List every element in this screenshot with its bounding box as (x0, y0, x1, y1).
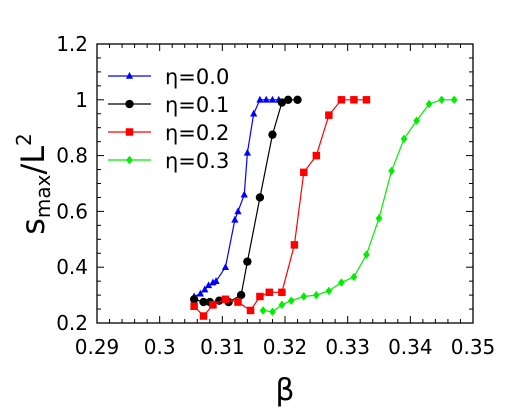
data-point (300, 168, 308, 177)
data-point (278, 288, 286, 297)
legend-label: η=0.0 (165, 65, 229, 89)
series-0 (190, 95, 283, 300)
data-point (312, 290, 320, 300)
data-point (269, 307, 276, 317)
data-point (293, 95, 302, 104)
data-point (209, 301, 217, 309)
data-point (278, 300, 286, 310)
data-point (204, 281, 213, 289)
data-point (438, 95, 446, 104)
data-point (350, 96, 358, 104)
y-axis-label-sub: max (31, 174, 55, 218)
data-point (256, 292, 264, 301)
y-axis-label-mid: /L (14, 146, 52, 175)
legend-marker (125, 72, 134, 79)
legend: η=0.0 η=0.1 η=0.2 η=0.3 (108, 65, 229, 173)
y-tick-label: 0.2 (56, 311, 88, 335)
y-tick-label: 0.4 (56, 255, 88, 279)
data-point (199, 297, 208, 307)
data-point (250, 109, 258, 117)
tick-labels: 0.29 0.3 0.31 0.32 0.33 0.34 0.35 0.2 0.4 0.6 0.8 1… (56, 32, 495, 359)
data-point (363, 250, 370, 259)
y-tick-label: 0.8 (56, 144, 88, 168)
data-point (425, 99, 433, 109)
data-point (413, 116, 420, 125)
series-2 (190, 96, 371, 320)
data-point (234, 298, 242, 306)
data-point (265, 288, 274, 297)
x-tick-label: 0.3 (144, 335, 176, 359)
data-point (337, 96, 346, 104)
series-layer (189, 95, 458, 320)
data-point (221, 263, 230, 270)
data-point (290, 241, 299, 249)
data-point (231, 215, 239, 223)
data-point (312, 151, 321, 160)
data-point (362, 96, 371, 104)
data-point (201, 285, 209, 293)
data-point (277, 98, 287, 107)
y-axis-label-sup: 2 (12, 133, 36, 146)
data-point (300, 292, 308, 301)
data-point (287, 296, 295, 305)
data-point (221, 295, 230, 304)
legend-label: η=0.1 (165, 93, 229, 117)
data-point (246, 306, 255, 315)
legend-entry: η=0.0 (108, 65, 229, 89)
data-point (338, 278, 345, 287)
data-point (240, 190, 248, 198)
x-axis-label: β (275, 373, 294, 408)
legend-label: η=0.2 (165, 121, 229, 145)
data-point (199, 312, 208, 320)
data-point (243, 257, 252, 266)
data-point (234, 207, 242, 215)
data-point (189, 295, 199, 304)
data-point (256, 95, 264, 103)
series-line (193, 99, 367, 317)
data-point (212, 277, 220, 284)
legend-marker (125, 128, 134, 136)
data-point (388, 166, 395, 176)
data-point (262, 95, 270, 103)
data-point (325, 111, 333, 119)
axis-ticks (96, 43, 474, 324)
data-point (255, 193, 265, 202)
y-tick-label: 1.2 (56, 32, 88, 56)
svg-text:smax/L2: smax/L2 (12, 133, 55, 235)
x-tick-label: 0.31 (200, 335, 245, 359)
series-1 (189, 95, 302, 307)
data-point (259, 306, 267, 315)
data-point (350, 272, 358, 282)
series-line (262, 99, 455, 313)
y-tick-label: 1 (75, 88, 88, 112)
legend-label: η=0.3 (165, 149, 229, 173)
data-point (375, 214, 383, 223)
data-point (196, 289, 204, 297)
y-tick-label: 0.6 (56, 199, 88, 223)
x-tick-label: 0.29 (75, 335, 120, 359)
legend-marker (125, 99, 134, 109)
data-point (243, 148, 251, 156)
series-3 (259, 95, 458, 317)
data-point (190, 302, 198, 310)
x-tick-label: 0.32 (263, 335, 308, 359)
data-point (283, 95, 293, 104)
x-tick-label: 0.35 (451, 335, 496, 359)
x-tick-label: 0.33 (325, 335, 370, 359)
legend-entry: η=0.1 (108, 93, 229, 117)
data-point (268, 95, 277, 103)
legend-marker (126, 155, 133, 165)
legend-entry: η=0.3 (108, 149, 229, 173)
data-point (268, 130, 277, 139)
legend-entry: η=0.2 (108, 121, 229, 145)
data-point (325, 286, 333, 296)
data-point (400, 134, 408, 144)
y-axis-label-base: s (14, 218, 52, 235)
data-point (450, 95, 458, 104)
y-axis-label: smax/L2 (12, 133, 55, 235)
data-point (236, 290, 246, 300)
x-tick-label: 0.34 (388, 335, 433, 359)
